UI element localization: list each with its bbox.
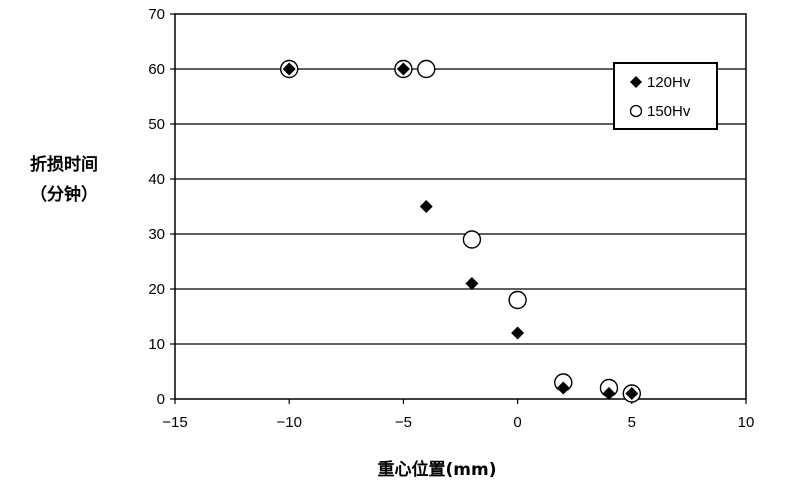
legend-item-120hv: 120Hv xyxy=(629,71,690,93)
data-points xyxy=(280,59,641,403)
legend-item-150hv: 150Hv xyxy=(629,100,690,122)
x-tick-label: −15 xyxy=(162,414,187,431)
data-point-120hv xyxy=(465,277,479,290)
y-tick-label: 20 xyxy=(148,281,165,298)
x-tick-label: 5 xyxy=(628,414,636,431)
y-tick-label: 30 xyxy=(148,226,165,243)
legend-label: 120Hv xyxy=(647,73,691,91)
x-tick-label: −10 xyxy=(276,414,301,431)
x-tick-label: 0 xyxy=(513,414,521,431)
data-point-120hv xyxy=(282,62,296,76)
axis-ticks: 0 10 20 30 40 50 60 70 −15 −10 −5 0 5 10 xyxy=(148,6,754,431)
data-point-150hv xyxy=(417,59,436,79)
x-tick-label: −5 xyxy=(395,414,412,431)
plot-area xyxy=(174,13,747,400)
y-tick-label: 50 xyxy=(148,116,165,133)
y-axis-label-line2: （分钟） xyxy=(30,185,98,205)
data-point-120hv xyxy=(396,62,410,76)
y-tick-label: 40 xyxy=(148,171,165,188)
x-axis-label: 重心位置(mm) xyxy=(377,460,497,480)
y-tick-label: 70 xyxy=(148,6,165,23)
legend: 120Hv 150Hv xyxy=(613,62,718,130)
data-point-120hv xyxy=(602,387,616,400)
legend-label: 150Hv xyxy=(647,102,691,120)
data-point-120hv xyxy=(556,381,570,395)
data-point-120hv xyxy=(511,326,525,340)
y-tick-label: 60 xyxy=(148,61,165,78)
y-tick-label: 0 xyxy=(157,391,165,408)
diamond-icon xyxy=(630,76,642,88)
grid-lines xyxy=(175,68,746,345)
circle-icon xyxy=(629,104,643,118)
data-point-150hv xyxy=(462,230,482,249)
y-axis-label: 折损时间 （分钟） xyxy=(14,150,114,210)
data-point-150hv xyxy=(508,290,527,310)
y-axis-label-line1: 折损时间 xyxy=(30,155,98,175)
data-point-120hv xyxy=(419,200,433,213)
x-tick-label: 10 xyxy=(738,414,755,431)
data-point-120hv xyxy=(625,387,639,400)
y-tick-label: 10 xyxy=(148,336,165,353)
